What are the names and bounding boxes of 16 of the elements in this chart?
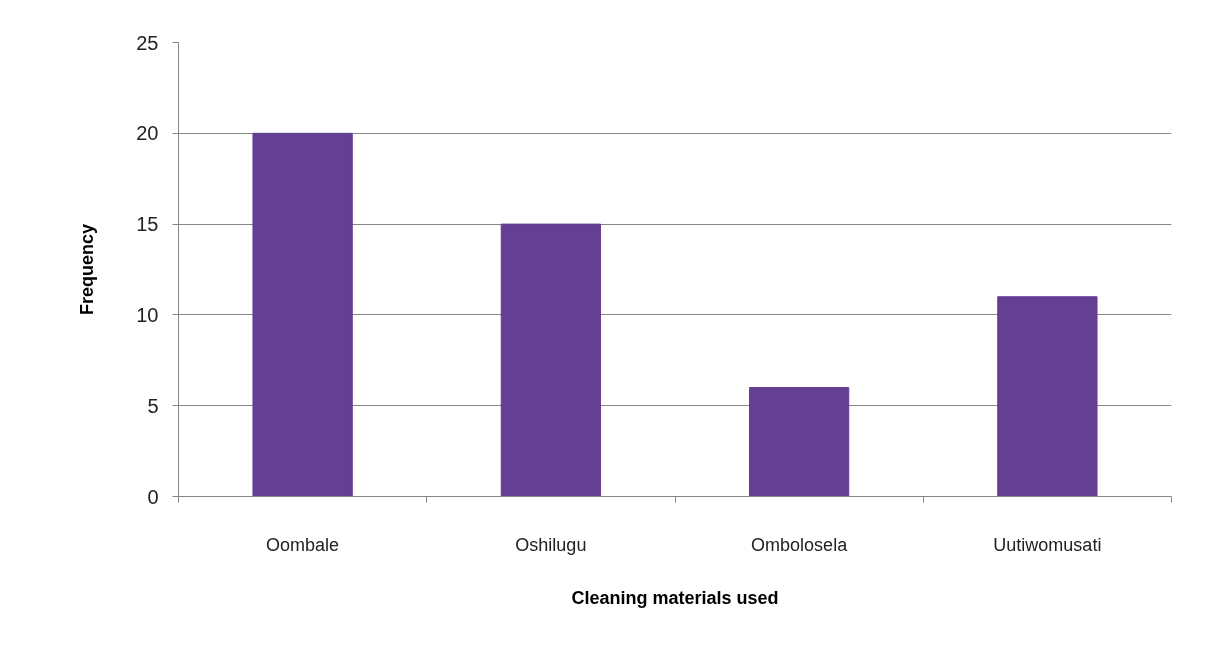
x-tick-label: Uutiwomusati (993, 534, 1102, 555)
y-tick-label: 10 (136, 303, 159, 326)
y-axis-title: Frequency (77, 223, 98, 316)
x-tick-label: Oombale (266, 534, 340, 555)
x-tick-label: Ombolosela (751, 534, 849, 555)
y-tick-label: 25 (136, 31, 159, 54)
y-tick-label: 20 (136, 122, 159, 145)
bar (748, 387, 850, 497)
x-tick-label: Oshilugu (515, 534, 587, 555)
bar (500, 223, 602, 497)
bar (252, 132, 353, 497)
x-axis-title: Cleaning materials used (571, 587, 779, 608)
y-tick-label: 15 (136, 213, 159, 236)
y-tick-label: 5 (147, 394, 159, 417)
bar (997, 296, 1098, 497)
y-tick-label: 0 (147, 485, 159, 508)
